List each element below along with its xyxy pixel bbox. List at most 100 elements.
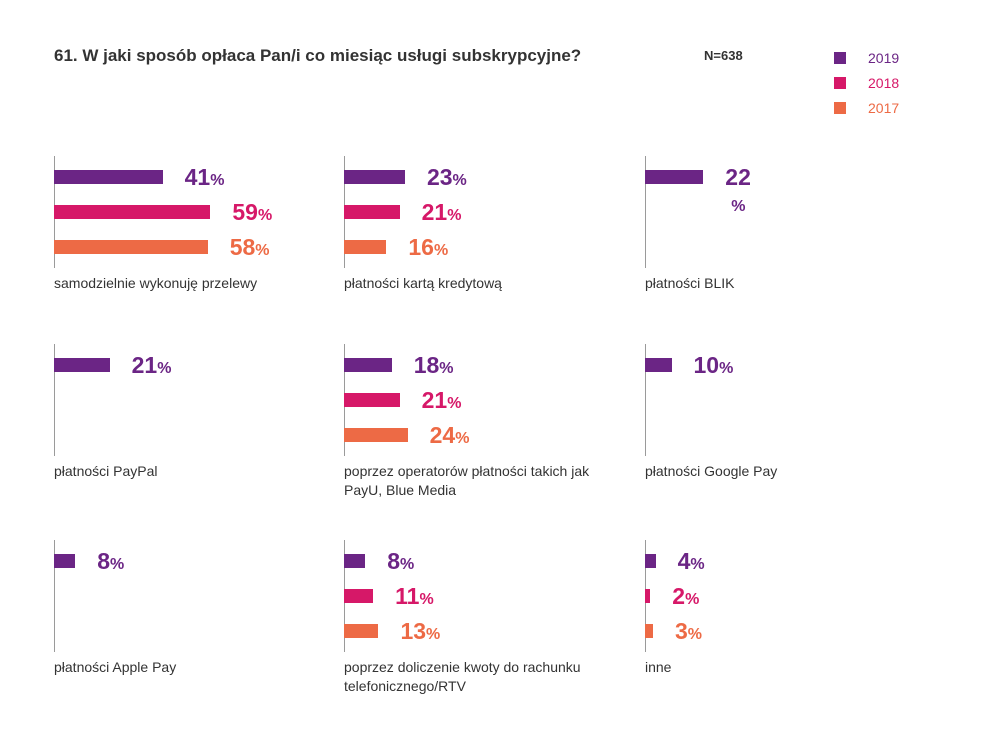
data-value: 24: [429, 422, 456, 448]
percent-sign: %: [255, 242, 270, 259]
percent-sign: %: [719, 360, 734, 377]
data-value: 21: [131, 352, 158, 378]
panel-axis-line: [645, 156, 646, 268]
data-label-2017: 24%: [430, 422, 470, 452]
data-label-2019: 18%: [414, 352, 454, 382]
bar-2019: [344, 170, 405, 184]
panel-axis-line: [645, 344, 646, 456]
bar-2019: [54, 358, 110, 372]
bar-2018: [54, 205, 211, 219]
chart-panel: 10% płatności Google Pay: [645, 344, 905, 504]
category-label: samodzielnie wykonuję przelewy: [54, 275, 258, 291]
legend-item-2018: 2018: [834, 70, 899, 95]
percent-sign: %: [731, 198, 746, 215]
sample-size-label: N=638: [704, 48, 743, 63]
chart-panel: 4% 2% 3% inne: [645, 540, 905, 700]
percent-sign: %: [157, 360, 172, 377]
data-label-2019: 23%: [427, 164, 467, 194]
bar-2017: [344, 624, 379, 638]
percent-sign: %: [257, 207, 273, 224]
data-label-2019: 4%: [678, 548, 705, 578]
percent-sign: %: [447, 395, 462, 412]
percent-sign: %: [455, 430, 470, 447]
legend-swatch-2019: [834, 51, 846, 64]
percent-sign: %: [210, 172, 225, 189]
bar-2017: [645, 624, 653, 638]
percent-sign: %: [399, 556, 415, 573]
data-label-2018: 59%: [232, 199, 272, 229]
chart-panel: 8% płatności Apple Pay: [54, 540, 314, 700]
data-value: 59: [232, 199, 258, 225]
percent-sign: %: [452, 172, 467, 189]
data-label-2018: 2%: [672, 583, 699, 613]
panel-axis-line: [54, 540, 55, 652]
percent-sign: %: [685, 591, 700, 608]
data-label-2017: 3%: [675, 618, 702, 648]
chart-panel: 41% 59% 58% samodzielnie wykonuję przelewy: [54, 156, 314, 316]
legend-label-2017: 2017: [868, 99, 900, 116]
percent-sign: %: [439, 360, 454, 377]
data-label-2019: 10%: [694, 352, 734, 382]
data-value: 21: [421, 199, 448, 225]
data-value: 23: [426, 164, 453, 190]
data-value: 22: [725, 164, 751, 190]
percent-sign: %: [433, 242, 449, 259]
category-label: płatności BLIK: [645, 275, 735, 291]
data-value: 58: [229, 234, 256, 260]
chart-panel: 18% 21% 24% poprzez operatorów płatności ta…: [344, 344, 604, 504]
data-value: 3: [674, 618, 688, 644]
data-value: 2: [672, 583, 686, 609]
chart-panel: 22% płatności BLIK: [645, 156, 905, 316]
bar-2018: [344, 205, 400, 219]
category-label: płatności kartą kredytową: [344, 275, 502, 291]
bar-2019: [344, 554, 366, 568]
bar-2019: [645, 358, 672, 372]
data-label-2018: 21%: [422, 199, 462, 229]
data-label-2019: 21%: [132, 352, 172, 382]
bar-2018: [645, 589, 651, 603]
chart-panel: 23% 21% 16% płatności kartą kredytową: [344, 156, 604, 316]
percent-sign: %: [426, 626, 441, 643]
percent-sign: %: [690, 556, 705, 573]
category-label: poprzez doliczenie kwoty do rachunku tel…: [344, 659, 581, 694]
percent-sign: %: [109, 556, 125, 573]
bar-2017: [344, 240, 387, 254]
data-label-2019: 41%: [185, 164, 225, 194]
data-value: 41: [184, 164, 211, 190]
data-label-2019: 22%: [725, 164, 751, 215]
category-label: płatności PayPal: [54, 463, 158, 479]
data-value: 10: [693, 352, 720, 378]
chart-panel: 21% płatności PayPal: [54, 344, 314, 504]
bar-2017: [344, 428, 408, 442]
percent-sign: %: [687, 626, 702, 643]
data-label-2017: 13%: [400, 618, 440, 648]
panel-axis-line: [54, 344, 55, 456]
legend: 2019 2018 2017: [834, 45, 899, 120]
bar-2019: [645, 554, 656, 568]
bar-2019: [645, 170, 704, 184]
legend-swatch-2018: [834, 76, 846, 89]
data-label-2017: 58%: [230, 234, 270, 264]
data-value: 21: [421, 387, 448, 413]
data-label-2018: 21%: [422, 387, 462, 417]
data-value: 18: [413, 352, 440, 378]
category-label: inne: [645, 659, 672, 675]
bar-2019: [54, 170, 163, 184]
bar-2019: [344, 358, 392, 372]
data-value: 11: [395, 583, 420, 609]
bar-2018: [344, 589, 374, 603]
bar-2018: [344, 393, 400, 407]
data-value: 8: [387, 548, 400, 574]
bar-2019: [54, 554, 76, 568]
legend-item-2017: 2017: [834, 95, 899, 120]
legend-label-2019: 2019: [868, 49, 900, 66]
data-label-2019: 8%: [387, 548, 414, 578]
data-value: 4: [677, 548, 691, 574]
bar-2017: [54, 240, 208, 254]
percent-sign: %: [419, 591, 434, 608]
data-value: 16: [408, 234, 434, 260]
category-label: płatności Google Pay: [645, 463, 778, 479]
legend-swatch-2017: [834, 101, 846, 114]
category-label: płatności Apple Pay: [54, 659, 177, 675]
chart-title: 61. W jaki sposób opłaca Pan/i co miesią…: [54, 46, 582, 65]
